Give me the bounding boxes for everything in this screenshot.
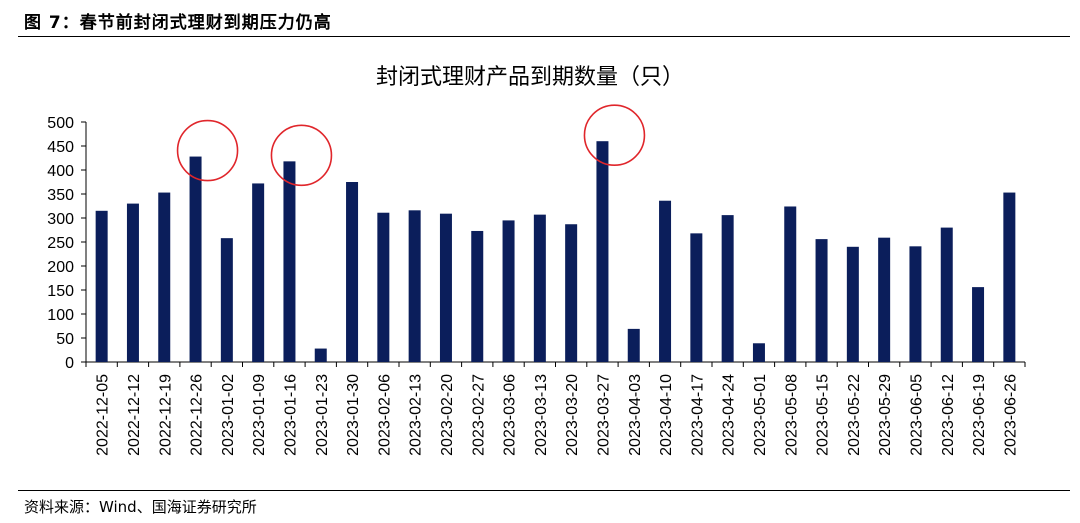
bar (158, 192, 171, 362)
bar (815, 239, 828, 362)
x-tick-label: 2022-12-12 (126, 374, 143, 456)
x-tick-label: 2023-02-20 (439, 374, 456, 456)
x-tick-label: 2023-06-26 (1002, 374, 1019, 456)
bar (252, 183, 265, 362)
x-tick-label: 2023-01-30 (345, 374, 362, 456)
bar (220, 238, 233, 362)
x-tick-label: 2023-06-05 (908, 374, 925, 456)
bar (346, 182, 359, 362)
axes: 0 50 100 150 200 250 300 350 400 450 500 2022-12-05… (47, 115, 1026, 456)
source-note: 资料来源：Wind、国海证券研究所 (24, 498, 257, 516)
y-tick-label: 400 (47, 163, 74, 180)
bar (721, 215, 734, 362)
bar-chart: 封闭式理财产品到期数量（只） 0 50 100 150 200 250 300 350 400 4… (47, 65, 1026, 456)
x-tick-label: 2023-04-24 (721, 374, 738, 456)
bar (878, 237, 891, 362)
bar (471, 230, 484, 362)
y-tick-label: 250 (47, 235, 74, 252)
x-tick-label: 2023-02-27 (470, 374, 487, 456)
bar (126, 203, 139, 362)
bar (846, 246, 859, 362)
x-tick-label: 2023-01-02 (220, 374, 237, 456)
bar (533, 214, 546, 362)
chart-title: 封闭式理财产品到期数量（只） (376, 65, 684, 90)
x-tick-label: 2023-04-17 (689, 374, 706, 456)
x-tick-label: 2023-03-20 (564, 374, 581, 456)
highlight-circles (176, 104, 646, 187)
bars (95, 141, 1016, 362)
highlight-circle (583, 104, 646, 166)
bar (377, 212, 390, 362)
highlight-circle (176, 119, 239, 182)
bar (502, 220, 515, 362)
y-tick-label: 500 (47, 115, 74, 132)
y-tick-label: 100 (47, 307, 74, 324)
bar (972, 287, 985, 362)
y-tick-label: 150 (47, 283, 74, 300)
bar (784, 206, 797, 362)
x-tick-label: 2023-03-13 (533, 374, 550, 456)
bottom-divider (18, 490, 1070, 491)
x-tick-label: 2023-05-22 (846, 374, 863, 456)
bar (1003, 192, 1016, 362)
bar (596, 141, 609, 362)
bar (314, 348, 327, 362)
x-tick-label: 2023-05-08 (783, 374, 800, 456)
x-tick-label: 2023-01-09 (251, 374, 268, 456)
bar (408, 210, 421, 362)
x-tick-label: 2023-06-19 (971, 374, 988, 456)
x-tick-label: 2023-02-13 (408, 374, 425, 456)
x-tick-label: 2022-12-19 (157, 374, 174, 456)
x-tick-label: 2022-12-05 (95, 374, 112, 456)
bar (940, 227, 953, 362)
x-tick-label: 2023-01-23 (314, 374, 331, 456)
bar (189, 156, 202, 362)
bar (565, 224, 578, 362)
x-tick-label: 2022-12-26 (189, 374, 206, 456)
x-tick-label: 2023-03-06 (502, 374, 519, 456)
bar (439, 213, 452, 362)
x-tick-label: 2023-04-03 (627, 374, 644, 456)
y-tick-label: 200 (47, 259, 74, 276)
x-tick-label: 2023-03-27 (595, 374, 612, 456)
top-divider (18, 36, 1070, 37)
x-tick-label: 2023-04-10 (658, 374, 675, 456)
x-tick-label: 2023-05-15 (815, 374, 832, 456)
x-tick-label: 2023-05-01 (752, 374, 769, 456)
y-tick-label: 350 (47, 187, 74, 204)
bar (95, 210, 108, 362)
y-tick-label: 300 (47, 211, 74, 228)
y-tick-label: 50 (56, 331, 74, 348)
x-tick-label: 2023-01-16 (282, 374, 299, 456)
x-tick-label: 2023-02-06 (376, 374, 393, 456)
y-tick-label: 0 (65, 355, 74, 372)
bar (627, 328, 640, 362)
bar (909, 246, 922, 362)
highlight-circle (270, 124, 333, 187)
bar (283, 161, 296, 362)
x-tick-label: 2023-05-29 (877, 374, 894, 456)
y-tick-label: 450 (47, 139, 74, 156)
bar (690, 233, 703, 362)
figure-title: 图 7：春节前封闭式理财到期压力仍高 (24, 13, 332, 33)
bar (752, 343, 765, 362)
bar (659, 200, 672, 362)
x-tick-label: 2023-06-12 (940, 374, 957, 456)
